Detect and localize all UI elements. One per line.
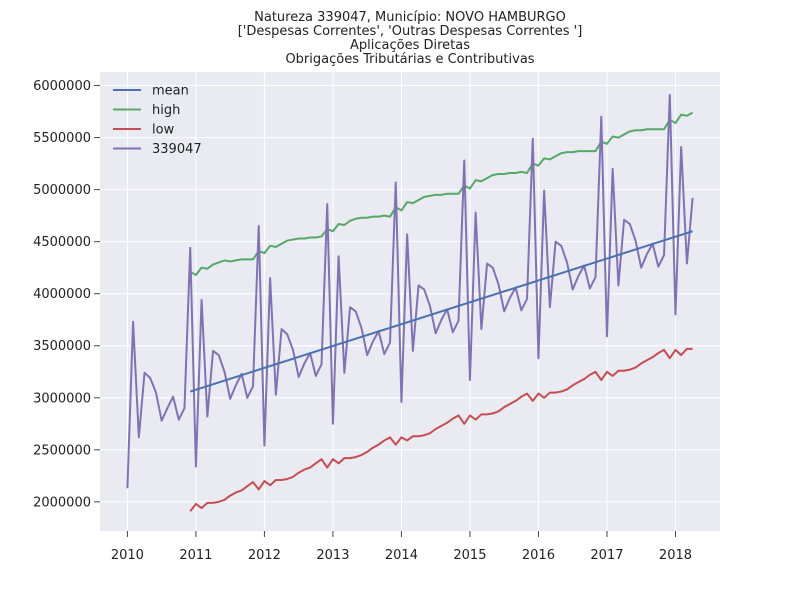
legend-label: 339047 — [152, 142, 202, 157]
x-tick-label: 2011 — [179, 548, 212, 563]
x-tick-label: 2013 — [316, 548, 349, 563]
x-tick-label: 2015 — [453, 548, 486, 563]
series-line-high — [189, 111, 694, 276]
title-line-3: Aplicações Diretas — [350, 38, 470, 53]
y-tick-label: 6000000 — [33, 79, 91, 94]
x-tick-label: 2010 — [111, 548, 144, 563]
title-line-1: Natureza 339047, Município: NOVO HAMBURG… — [254, 10, 566, 25]
legend: mean high low 339047 — [113, 84, 202, 157]
title-line-4: Obrigações Tributárias e Contributivas — [285, 52, 534, 67]
y-tick-label: 3500000 — [33, 339, 91, 354]
y-tick-label: 5500000 — [33, 131, 91, 146]
title-line-2: ['Despesas Correntes', 'Outras Despesas … — [238, 24, 583, 39]
y-tick-label: 2500000 — [33, 443, 91, 458]
legend-label: mean — [152, 84, 189, 99]
series-line-low — [189, 347, 693, 512]
x-tick-label: 2018 — [659, 548, 692, 563]
x-tick-label: 2014 — [385, 548, 418, 563]
series-line-mean — [189, 230, 693, 393]
y-tick-label: 5000000 — [33, 183, 91, 198]
chart-title: Natureza 339047, Município: NOVO HAMBURG… — [238, 10, 583, 67]
legend-label: high — [152, 103, 180, 118]
y-tick-label: 2000000 — [33, 495, 91, 510]
x-axis: 2010 2011 2012 2013 2014 2015 2016 2017 2018 — [111, 531, 692, 563]
y-tick-label: 4500000 — [33, 235, 91, 250]
x-tick-label: 2016 — [522, 548, 555, 563]
x-tick-label: 2017 — [590, 548, 623, 563]
y-axis: 2000000 2500000 3000000 3500000 4000000 45000… — [33, 79, 100, 510]
series-line-339047 — [126, 93, 694, 489]
y-tick-label: 4000000 — [33, 287, 91, 302]
y-tick-label: 3000000 — [33, 391, 91, 406]
series-layer — [126, 93, 694, 512]
x-tick-label: 2012 — [248, 548, 281, 563]
legend-label: low — [152, 123, 175, 138]
